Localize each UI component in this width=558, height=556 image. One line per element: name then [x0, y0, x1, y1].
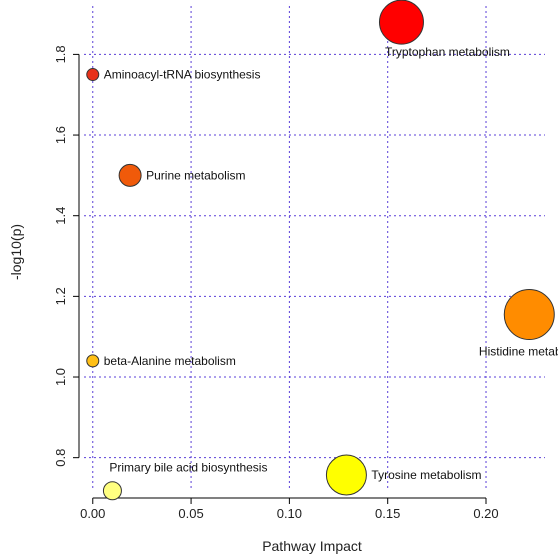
data-point-label: Aminoacyl-tRNA biosynthesis [104, 68, 261, 82]
x-tick-label: 0.00 [80, 506, 105, 521]
x-tick-label: 0.05 [178, 506, 203, 521]
y-tick-label: 1.4 [53, 207, 68, 225]
axes: 0.00 0.05 0.10 0.15 0.20 0.8 1.0 1.2 1.4 1.6 1.8 [53, 45, 499, 521]
y-tick-label: 1.2 [53, 287, 68, 305]
y-tick-label: 1.6 [53, 126, 68, 144]
data-point-label: Primary bile acid biosynthesis [109, 461, 267, 475]
data-point-label: Histidine metabolism [479, 345, 558, 359]
y-tick-label: 1.0 [53, 368, 68, 386]
x-axis-title: Pathway Impact [262, 538, 362, 554]
data-point-bubble [503, 289, 555, 341]
data-point-bubble [86, 68, 100, 82]
x-tick-label: 0.20 [473, 506, 498, 521]
data-point-bubble [378, 0, 424, 45]
data-point-label: Tryptophan metabolism [385, 45, 510, 59]
data-point-label: Tyrosine metabolism [371, 468, 481, 482]
x-tick-label: 0.15 [375, 506, 400, 521]
point-labels: Tryptophan metabolism Aminoacyl-tRNA bios… [104, 45, 558, 482]
data-points [86, 0, 555, 501]
grid-lines [84, 6, 545, 490]
y-axis-title: -log10(p) [8, 224, 24, 280]
data-point-bubble [102, 481, 122, 501]
y-tick-label: 0.8 [53, 449, 68, 467]
y-tick-label: 1.8 [53, 45, 68, 63]
data-point-label: beta-Alanine metabolism [104, 354, 236, 368]
data-point-bubble [118, 163, 142, 187]
data-point-label: Purine metabolism [146, 168, 245, 182]
data-point-bubble [325, 454, 367, 496]
data-point-bubble [86, 354, 100, 368]
x-tick-label: 0.10 [277, 506, 302, 521]
